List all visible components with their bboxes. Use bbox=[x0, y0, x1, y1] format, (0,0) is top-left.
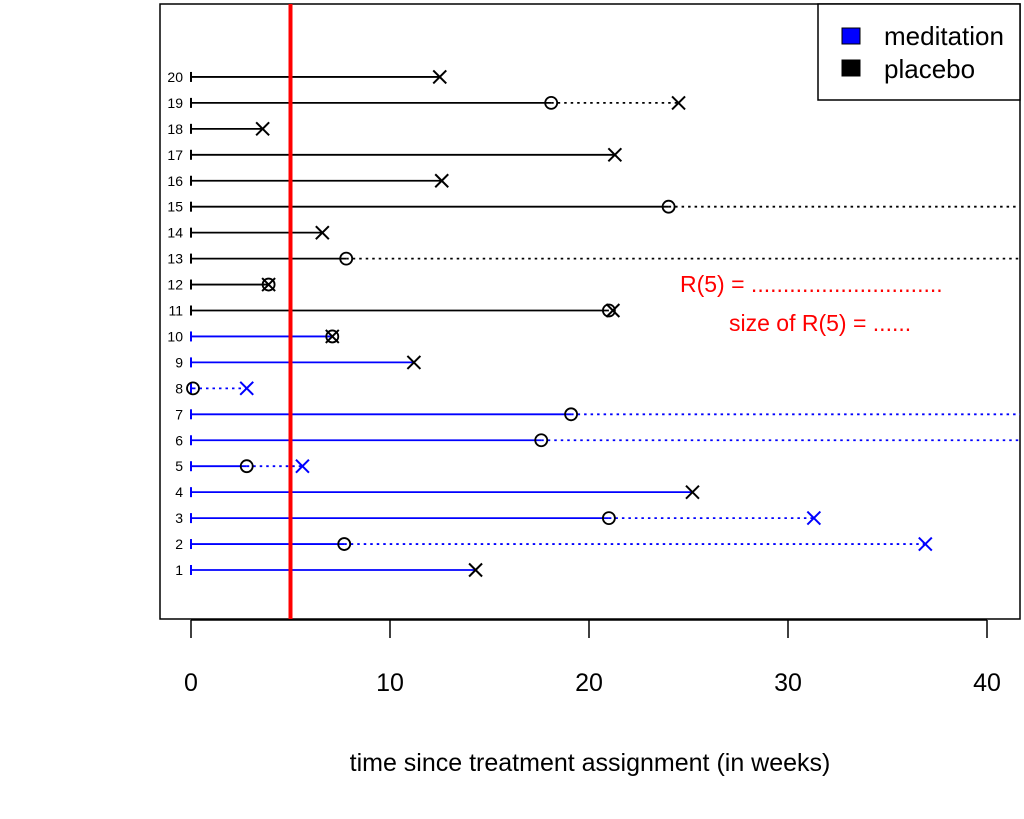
x-tick-label: 10 bbox=[376, 669, 404, 697]
cross-marker bbox=[255, 121, 270, 137]
cross-marker bbox=[432, 69, 447, 85]
cross-marker bbox=[434, 173, 449, 188]
cross-stroke bbox=[468, 562, 483, 578]
risk-set-annotation: R(5) = .............................. bbox=[680, 271, 943, 297]
subject-id-label: 20 bbox=[167, 69, 183, 85]
subject-id-label: 1 bbox=[175, 562, 183, 578]
legend-box bbox=[817, 3, 1021, 101]
subject-id-label: 9 bbox=[175, 354, 183, 370]
legend-swatch-placebo bbox=[841, 59, 861, 77]
subject-id-label: 8 bbox=[175, 380, 183, 396]
subject-timelines bbox=[186, 69, 1020, 578]
cross-stroke bbox=[315, 225, 330, 240]
x-axis-label: time since treatment assignment (in week… bbox=[350, 749, 831, 777]
legend-label-placebo: placebo bbox=[884, 54, 975, 84]
cross-marker bbox=[295, 458, 310, 474]
cross-stroke bbox=[239, 381, 254, 396]
cross-stroke bbox=[406, 355, 422, 370]
subject-id-label: 19 bbox=[167, 95, 183, 111]
circle-marker bbox=[339, 251, 354, 266]
circle-marker bbox=[337, 537, 352, 551]
subject-id-label: 7 bbox=[175, 406, 183, 422]
subject-id-label: 6 bbox=[175, 432, 183, 448]
subject-id-label: 5 bbox=[175, 458, 183, 474]
subject-id-label: 16 bbox=[167, 173, 183, 189]
cross-stroke bbox=[685, 484, 700, 500]
cross-stroke bbox=[918, 536, 933, 552]
circle-marker bbox=[564, 407, 578, 422]
circle-marker bbox=[261, 277, 276, 292]
circle-marker bbox=[602, 511, 616, 525]
subject-id-label: 13 bbox=[167, 251, 183, 267]
cross-marker bbox=[261, 277, 276, 292]
cross-stroke bbox=[671, 95, 686, 111]
cross-marker bbox=[239, 381, 254, 396]
legend: meditation placebo bbox=[817, 3, 1021, 101]
subject-id-label: 10 bbox=[167, 328, 183, 344]
x-tick-label: 20 bbox=[575, 669, 603, 697]
x-tick-label: 40 bbox=[973, 669, 1001, 697]
subject-id-label: 18 bbox=[167, 121, 183, 137]
cross-marker bbox=[607, 147, 623, 163]
subject-id-label: 4 bbox=[175, 484, 183, 500]
circle-marker bbox=[544, 96, 559, 110]
cross-marker bbox=[806, 510, 822, 526]
cross-stroke bbox=[255, 121, 270, 137]
legend-swatch-meditation bbox=[841, 27, 861, 45]
circle-marker bbox=[239, 459, 254, 474]
plot-frame bbox=[159, 3, 1021, 620]
cross-marker bbox=[605, 303, 621, 318]
x-tick-label: 30 bbox=[774, 669, 802, 697]
cross-marker bbox=[315, 225, 330, 240]
cross-stroke bbox=[434, 173, 449, 188]
cross-stroke bbox=[607, 147, 623, 163]
subject-id-label: 2 bbox=[175, 536, 183, 552]
circle-marker bbox=[602, 303, 616, 318]
cross-marker bbox=[918, 536, 933, 552]
circle-marker bbox=[661, 199, 676, 214]
cross-stroke bbox=[432, 69, 447, 85]
subject-id-label: 12 bbox=[167, 277, 183, 293]
subject-id-label: 14 bbox=[167, 225, 183, 241]
cross-stroke bbox=[325, 329, 340, 344]
cross-marker bbox=[671, 95, 686, 111]
risk-set-size-annotation: size of R(5) = ...... bbox=[729, 310, 911, 336]
cross-marker bbox=[325, 329, 340, 344]
cross-stroke bbox=[295, 458, 310, 474]
circle-marker bbox=[325, 329, 340, 344]
x-tick-label: 0 bbox=[184, 669, 198, 697]
x-axis: 0 10 20 30 40 bbox=[184, 619, 1001, 697]
cross-stroke bbox=[806, 510, 822, 526]
cross-marker bbox=[406, 355, 422, 370]
subject-id-label: 3 bbox=[175, 510, 183, 526]
subject-id-label: 11 bbox=[168, 303, 183, 319]
cross-stroke bbox=[605, 303, 621, 318]
cross-marker bbox=[685, 484, 700, 500]
cross-marker bbox=[468, 562, 483, 578]
cross-stroke bbox=[261, 277, 276, 292]
subject-id-label: 15 bbox=[167, 199, 183, 215]
circle-marker bbox=[186, 381, 200, 396]
legend-label-meditation: meditation bbox=[884, 21, 1004, 51]
circle-marker bbox=[534, 433, 549, 448]
subject-id-label: 17 bbox=[167, 147, 183, 163]
